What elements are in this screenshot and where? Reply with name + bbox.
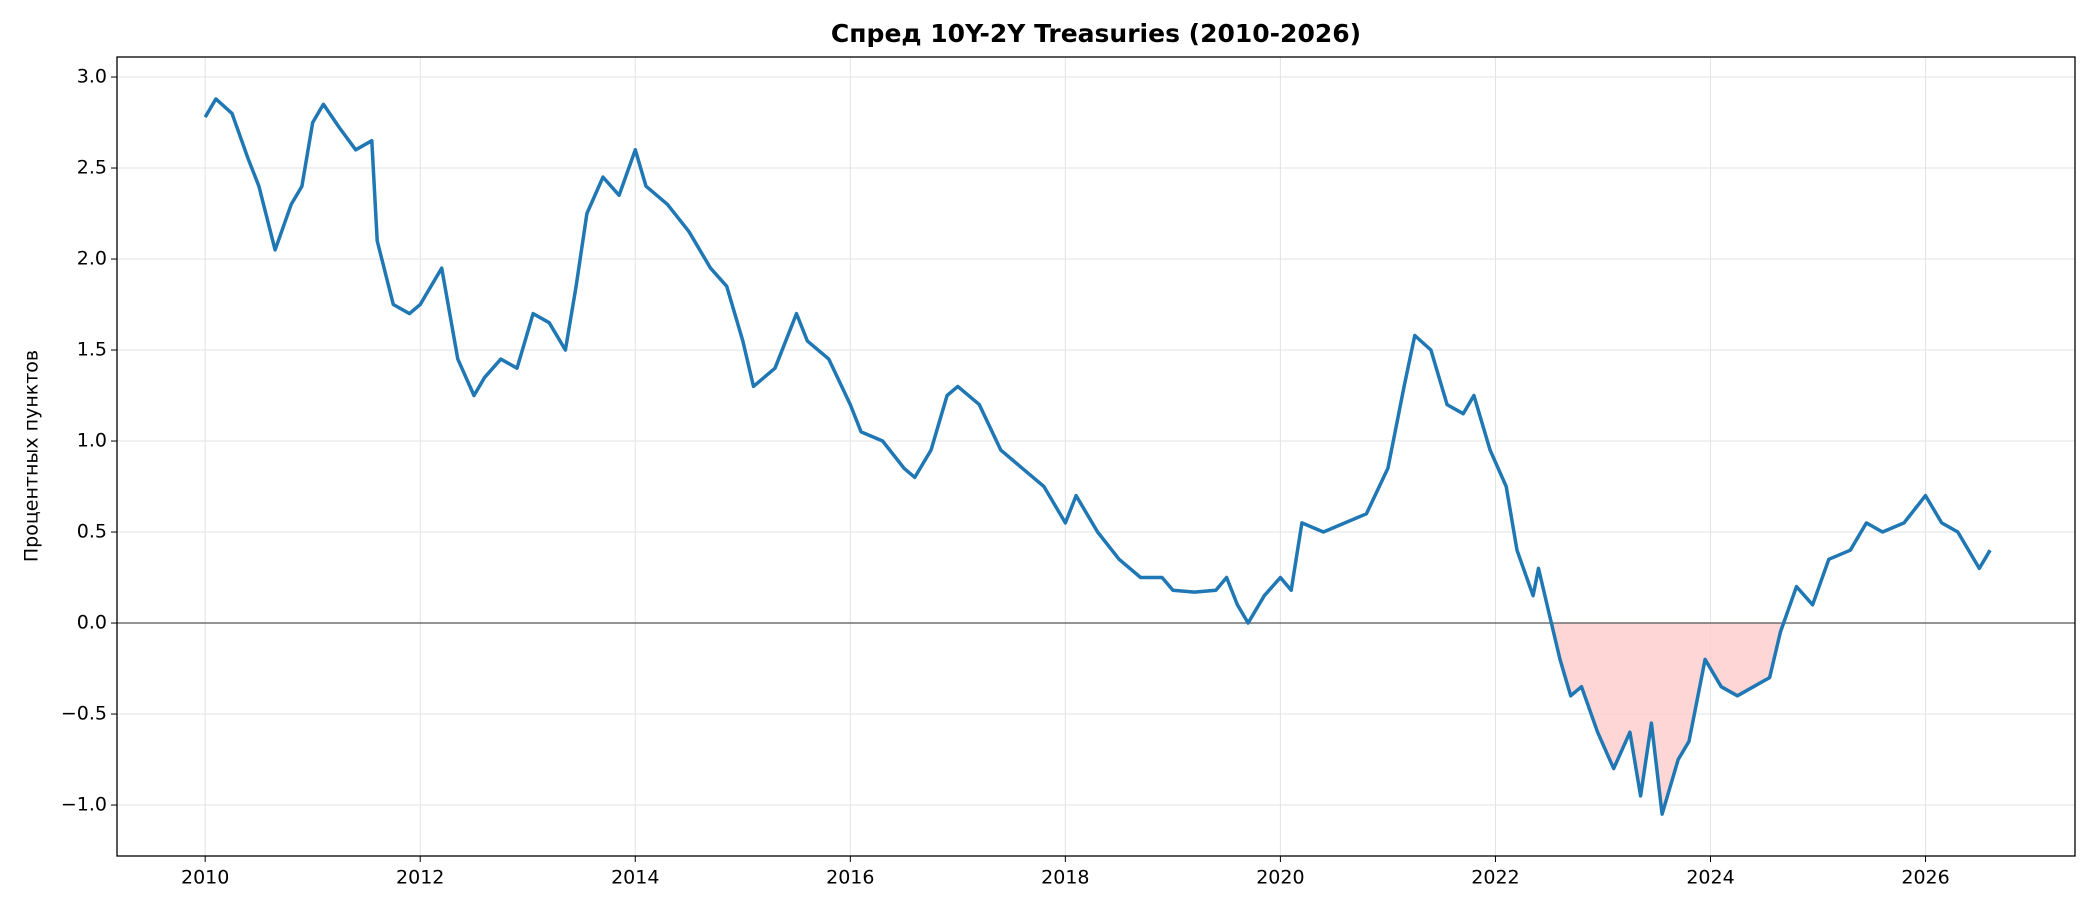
y-tick-label: 3.0 [77,66,107,88]
x-tick-label: 2016 [826,867,874,889]
plot-frame [116,56,2076,857]
x-tick-label: 2014 [611,867,659,889]
x-tick-label: 2012 [396,867,444,889]
y-tick-label: 2.5 [77,157,107,179]
y-tick-label: 0.5 [77,521,107,543]
y-tick-label: −1.0 [61,794,107,816]
series-line [203,97,1992,816]
y-tick-label: 1.0 [77,430,107,452]
x-tick-label: 2026 [1901,867,1949,889]
x-tick-label: 2010 [181,867,229,889]
x-tick-label: 2022 [1471,867,1519,889]
y-tick-label: 0.0 [77,612,107,634]
y-tick-label: 2.0 [77,248,107,270]
chart-title: Спред 10Y-2Y Treasuries (2010-2026) [831,19,1361,48]
negative-area [1551,623,1784,815]
x-tick-label: 2024 [1686,867,1734,889]
x-tick-label: 2018 [1041,867,1089,889]
x-tick-label: 2020 [1256,867,1304,889]
y-tick-label: −0.5 [61,703,107,725]
y-tick-label: 1.5 [77,339,107,361]
y-axis-label: Процентных пунктов [21,350,43,562]
